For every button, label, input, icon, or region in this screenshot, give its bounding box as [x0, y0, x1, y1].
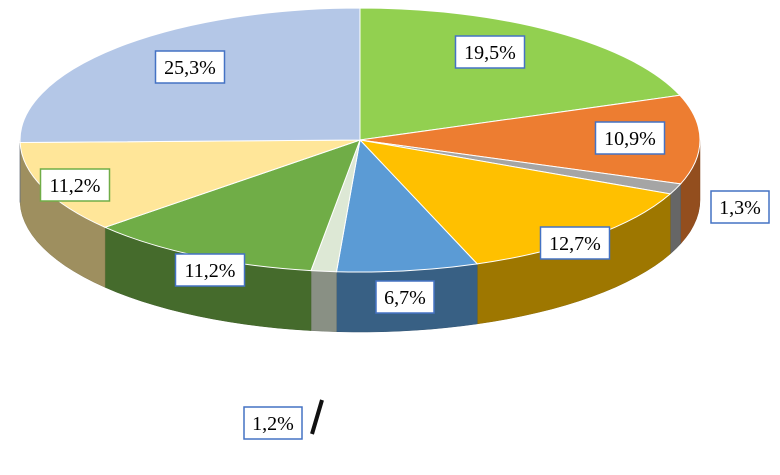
data-label-text: 1,3%	[719, 197, 761, 219]
data-label-text: 25,3%	[164, 57, 216, 79]
data-label: 12,7%	[541, 227, 610, 259]
data-label-text: 10,9%	[604, 128, 656, 150]
data-label: 10,9%	[596, 122, 665, 154]
data-label-text: 19,5%	[464, 42, 516, 64]
data-label: 25,3%	[156, 51, 225, 83]
pie-slice-side	[670, 184, 680, 254]
pie-slice-side	[311, 271, 337, 332]
data-label: 19,5%	[456, 36, 525, 68]
data-label-text: 1,2%	[252, 413, 294, 435]
data-label-text: 11,2%	[50, 175, 101, 197]
data-label-text: 6,7%	[384, 287, 426, 309]
data-label-text: 12,7%	[549, 233, 601, 255]
data-label: 1,2%	[244, 407, 302, 439]
data-label: 11,2%	[41, 169, 110, 201]
data-label: 6,7%	[376, 281, 434, 313]
data-label: 11,2%	[176, 254, 245, 286]
data-label-text: 11,2%	[185, 260, 236, 282]
data-label: 1,3%	[711, 191, 769, 223]
leader-line	[312, 400, 322, 434]
